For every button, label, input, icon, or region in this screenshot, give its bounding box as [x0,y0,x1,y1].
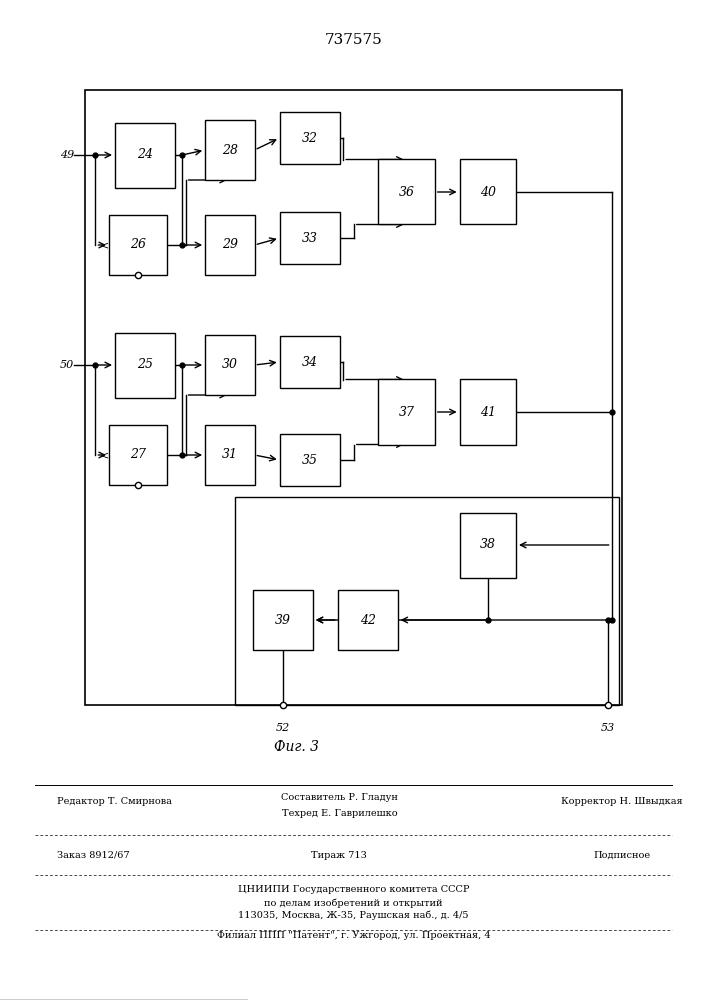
Bar [280,212,340,264]
Text: 34: 34 [302,356,317,368]
Text: 37: 37 [399,406,414,418]
Text: 29: 29 [222,238,238,251]
Text: по делам изобретений и открытий: по делам изобретений и открытий [264,898,443,908]
Text: 40: 40 [480,186,496,198]
Bar [109,425,167,485]
Bar [235,497,619,705]
Text: 49: 49 [60,150,74,160]
Text: ЦНИИПИ Государственного комитета СССР: ЦНИИПИ Государственного комитета СССР [238,885,469,894]
Text: Составитель Р. Гладун: Составитель Р. Гладун [281,794,398,802]
Text: 26: 26 [130,238,146,251]
Bar [253,590,313,650]
Bar [280,434,340,486]
Text: 30: 30 [222,359,238,371]
Bar [460,379,516,444]
Text: 52: 52 [276,723,290,733]
Text: 36: 36 [399,186,414,198]
Bar [115,332,175,397]
Bar [280,112,340,164]
Text: 39: 39 [275,613,291,626]
Bar [378,159,435,224]
Text: 113035, Москва, Ж-35, Раушская наб., д. 4/5: 113035, Москва, Ж-35, Раушская наб., д. … [238,911,469,920]
Text: 38: 38 [480,538,496,552]
Text: 27: 27 [130,448,146,462]
Text: 50: 50 [60,360,74,370]
Text: 35: 35 [302,454,317,466]
Text: Заказ 8912/67: Заказ 8912/67 [57,850,129,859]
Text: 53: 53 [601,723,615,733]
Bar [205,215,255,275]
Bar [205,335,255,395]
Text: Подписное: Подписное [594,850,650,859]
Text: Филиал ППП "Патент", г. Ужгород, ул. Проектная, 4: Филиал ППП "Патент", г. Ужгород, ул. Про… [216,930,491,940]
Bar [338,590,397,650]
Text: 28: 28 [222,143,238,156]
Text: 31: 31 [222,448,238,462]
Text: 737575: 737575 [325,33,382,47]
Text: 33: 33 [302,232,317,244]
Text: <: < [100,240,109,250]
Text: 32: 32 [302,131,317,144]
Text: <: < [100,450,109,460]
Bar [115,122,175,188]
Bar [280,336,340,388]
Text: Редактор Т. Смирнова: Редактор Т. Смирнова [57,798,171,806]
Bar [85,90,622,705]
Text: Техред Е. Гаврилешко: Техред Е. Гаврилешко [281,808,397,818]
Text: 25: 25 [137,359,153,371]
Text: 41: 41 [480,406,496,418]
Bar [460,159,516,224]
Bar [205,120,255,180]
Bar [460,512,516,578]
Bar [109,215,167,275]
Text: Корректор Н. Швыдкая: Корректор Н. Швыдкая [561,798,683,806]
Bar [205,425,255,485]
Text: 42: 42 [360,613,375,626]
Text: Фиг. 3: Фиг. 3 [274,740,320,754]
Text: 24: 24 [137,148,153,161]
Bar [378,379,435,444]
Text: Тираж 713: Тираж 713 [311,850,368,859]
